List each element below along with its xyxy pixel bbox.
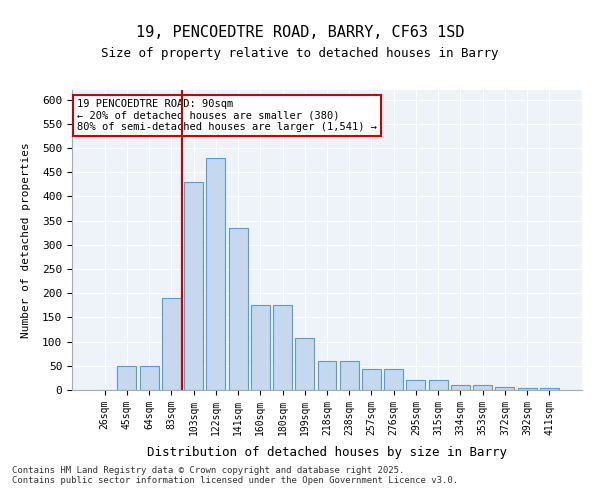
Bar bbox=[384, 369, 403, 390]
Text: Contains HM Land Registry data © Crown copyright and database right 2025.
Contai: Contains HM Land Registry data © Crown c… bbox=[12, 466, 458, 485]
X-axis label: Distribution of detached houses by size in Barry: Distribution of detached houses by size … bbox=[147, 446, 507, 459]
Bar bbox=[140, 366, 158, 390]
Bar bbox=[429, 380, 448, 390]
Bar bbox=[295, 338, 314, 390]
Bar bbox=[251, 306, 270, 390]
Bar bbox=[206, 158, 225, 390]
Bar bbox=[162, 298, 181, 390]
Bar bbox=[229, 228, 248, 390]
Bar bbox=[118, 366, 136, 390]
Bar bbox=[473, 385, 492, 390]
Bar bbox=[540, 388, 559, 390]
Bar bbox=[406, 380, 425, 390]
Bar bbox=[273, 306, 292, 390]
Text: 19, PENCOEDTRE ROAD, BARRY, CF63 1SD: 19, PENCOEDTRE ROAD, BARRY, CF63 1SD bbox=[136, 25, 464, 40]
Text: 19 PENCOEDTRE ROAD: 90sqm
← 20% of detached houses are smaller (380)
80% of semi: 19 PENCOEDTRE ROAD: 90sqm ← 20% of detac… bbox=[77, 99, 377, 132]
Bar bbox=[340, 361, 359, 390]
Text: Size of property relative to detached houses in Barry: Size of property relative to detached ho… bbox=[101, 48, 499, 60]
Bar bbox=[451, 385, 470, 390]
Bar bbox=[362, 369, 381, 390]
Bar bbox=[317, 361, 337, 390]
Bar bbox=[518, 388, 536, 390]
Bar bbox=[184, 182, 203, 390]
Bar bbox=[496, 386, 514, 390]
Y-axis label: Number of detached properties: Number of detached properties bbox=[21, 142, 31, 338]
